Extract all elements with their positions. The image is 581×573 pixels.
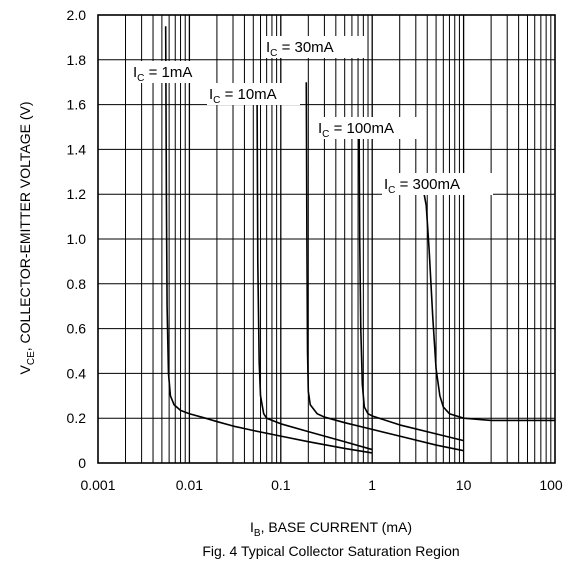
x-tick-label: 0.01: [176, 477, 203, 493]
y-tick-label: 1.0: [67, 231, 87, 247]
series-line-3: [305, 82, 464, 452]
y-axis-title-sub: CE: [26, 351, 37, 365]
y-tick-label: 1.6: [67, 97, 87, 113]
curve-labels: IC = 1mA IC = 10mA IC = 30mA IC = 100mA IC =…: [131, 36, 493, 196]
y-axis-title-rest: , COLLECTOR-EMITTER VOLTAGE (V): [17, 102, 33, 352]
y-tick-label: 0.4: [67, 365, 87, 381]
x-tick-label: 0.001: [80, 477, 115, 493]
x-tick-label: 1: [368, 477, 376, 493]
plot-frame: [97, 14, 556, 464]
y-tick-label: 0.2: [67, 410, 87, 426]
y-tick-label: 0: [78, 455, 86, 471]
y-tick-label: 2.0: [67, 7, 87, 23]
curve-label-bg: [382, 173, 493, 195]
x-tick-label: 10: [456, 477, 472, 493]
curve-label-5: IC = 300mA: [384, 176, 460, 196]
x-tick-label: 0.1: [271, 477, 291, 493]
x-axis-title-rest: , BASE CURRENT (mA): [261, 519, 412, 535]
curve-label-bg: [264, 36, 366, 58]
series-group: [164, 26, 555, 454]
x-axis-title-sub: B: [254, 528, 261, 539]
figure-caption: Fig. 4 Typical Collector Saturation Regi…: [202, 543, 459, 559]
series-line-1: [164, 26, 373, 454]
series-line-4: [358, 138, 464, 442]
y-tick-label: 1.2: [67, 186, 87, 202]
grid: [97, 14, 556, 464]
y-axis-title-main: V: [17, 364, 33, 374]
x-tick-label: 100: [539, 477, 563, 493]
curve-label-3: IC = 30mA: [266, 39, 334, 59]
curve-label-1: IC = 1mA: [133, 64, 192, 84]
y-tick-label: 0.6: [67, 321, 87, 337]
curve-label-2: IC = 10mA: [209, 86, 277, 106]
y-tick-label: 1.8: [67, 52, 87, 68]
curve-label-bg: [131, 61, 215, 83]
y-axis-title: VCE, COLLECTOR-EMITTER VOLTAGE (V): [17, 102, 37, 375]
curve-label-bg: [207, 83, 300, 105]
series-line-2: [256, 93, 373, 451]
x-axis-title: IB, BASE CURRENT (mA): [250, 519, 412, 539]
y-tick-label: 1.4: [67, 141, 87, 157]
curve-label-bg: [316, 117, 426, 139]
series-line-5: [423, 194, 555, 422]
curve-label-4: IC = 100mA: [318, 120, 394, 140]
tick-labels: 0 0.2 0.4 0.6 0.8 1.0 1.2 1.4 1.6 1.8 2.0 0.001 0.01…: [67, 7, 563, 493]
y-tick-label: 0.8: [67, 276, 87, 292]
x-axis-title-main: I: [250, 519, 254, 535]
